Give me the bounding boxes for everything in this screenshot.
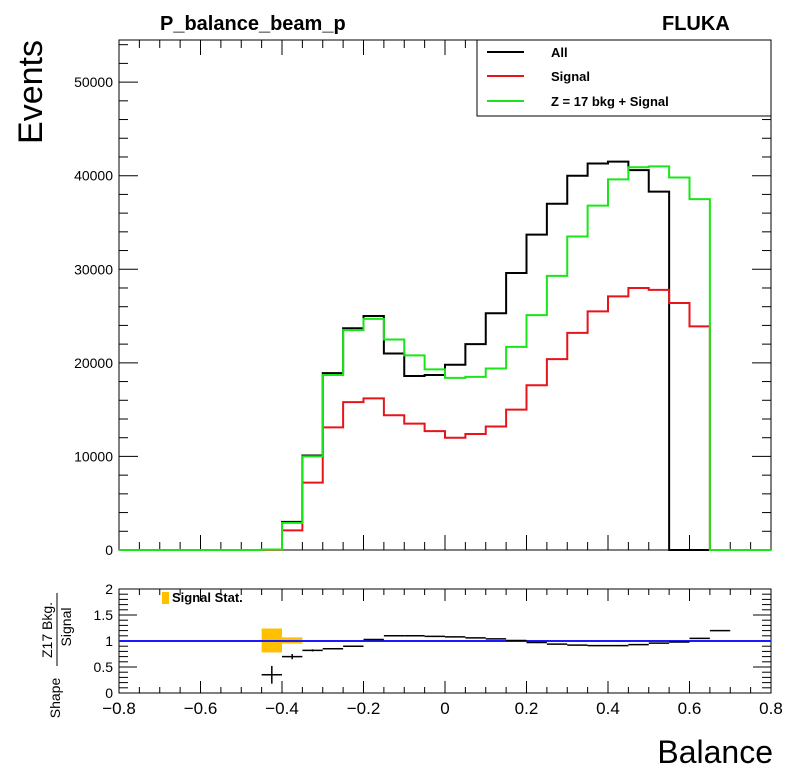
ratio-point-1 [282, 654, 303, 660]
ratio-ylabel-numerator: Z17 Bkg. [39, 602, 55, 658]
y-tick-label: 50000 [74, 74, 113, 90]
chart-title: P_balance_beam_p [160, 13, 346, 35]
ratio-point-8 [424, 635, 445, 638]
y-tick-label: 30000 [74, 261, 113, 277]
ratio-point-10 [465, 637, 486, 639]
ratio-y-tick-label: 2 [105, 581, 113, 597]
ratio-y-tick-label: 1 [105, 633, 113, 649]
ratio-y-tick-label: 0.5 [94, 659, 114, 675]
ratio-point-21 [689, 637, 710, 640]
ratio-y-tick-label: 1.5 [94, 607, 114, 623]
generator-label: FLUKA [662, 13, 730, 35]
y-tick-label: 20000 [74, 355, 113, 371]
series-line-2 [119, 165, 771, 551]
x-tick-label: 0.4 [596, 699, 620, 718]
ratio-point-20 [669, 641, 690, 643]
x-tick-label: −0.8 [102, 699, 136, 718]
y-axis-label: Events [12, 40, 50, 144]
ratio-point-17 [608, 644, 629, 647]
y-tick-label: 0 [105, 542, 113, 558]
ratio-y-tick-labels: 0 0.5 1 1.5 2 [94, 581, 114, 701]
x-axis-label: Balance [657, 734, 773, 770]
ratio-point-18 [628, 643, 649, 646]
ratio-point-19 [648, 642, 670, 644]
ratio-point-13 [526, 641, 547, 644]
ratio-point-9 [445, 636, 466, 638]
series-line-0 [119, 160, 771, 551]
ratio-point-2 [302, 649, 323, 652]
y-tick-label: 10000 [74, 448, 113, 464]
main-y-tick-labels: 0 10000 20000 30000 40000 50000 [74, 74, 113, 558]
x-tick-labels: −0.8 −0.6 −0.4 −0.2 0 0.2 0.4 0.6 0.8 [102, 699, 783, 718]
ratio-point-11 [485, 638, 507, 640]
ratio-ylabel-denominator: Signal [58, 608, 74, 647]
ratio-point-3 [322, 648, 344, 650]
ratio-legend-label: Signal Stat. [172, 590, 243, 605]
main-series-group [119, 160, 771, 551]
ratio-ylabel-shape: Shape [47, 678, 63, 719]
legend: All Signal Z = 17 bkg + Signal [476, 39, 772, 117]
ratio-legend-swatch [162, 592, 169, 604]
ratio-y-axis-label: Shape Z17 Bkg. Signal [39, 593, 74, 718]
x-tick-label: −0.4 [265, 699, 299, 718]
x-tick-label: 0 [440, 699, 449, 718]
ratio-point-7 [404, 635, 425, 637]
series-line-1 [119, 286, 771, 551]
ratio-point-12 [506, 639, 527, 642]
ratio-points-group [261, 629, 731, 684]
ratio-y-tick-label: 0 [105, 685, 113, 701]
legend-label-signal: Signal [551, 69, 590, 84]
legend-label-all: All [551, 45, 568, 60]
x-tick-label: −0.6 [184, 699, 218, 718]
x-tick-label: 0.8 [759, 699, 783, 718]
ratio-point-5 [363, 638, 384, 641]
ratio-point-22 [709, 629, 731, 632]
y-tick-label: 40000 [74, 168, 113, 184]
x-tick-label: −0.2 [347, 699, 381, 718]
legend-label-z17: Z = 17 bkg + Signal [551, 94, 669, 109]
ratio-point-0 [261, 665, 282, 684]
ratio-point-16 [587, 644, 608, 647]
ratio-point-4 [343, 645, 364, 647]
ratio-point-6 [383, 635, 405, 637]
ratio-point-14 [546, 643, 568, 645]
x-tick-label: 0.2 [515, 699, 539, 718]
x-tick-label: 0.6 [678, 699, 702, 718]
legend-box [476, 39, 772, 117]
ratio-point-15 [567, 644, 588, 646]
